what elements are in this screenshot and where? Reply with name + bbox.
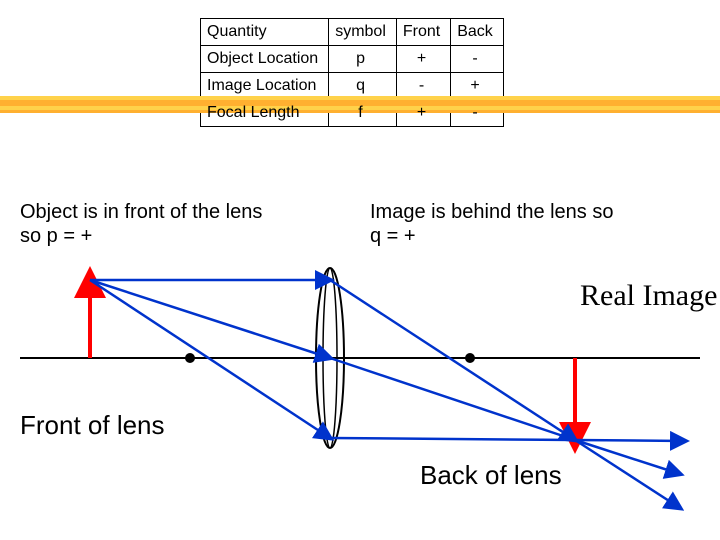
back-of-lens-label: Back of lens xyxy=(420,460,562,491)
focal-point xyxy=(465,353,475,363)
table-header-row: Quantity symbol Front Back xyxy=(201,19,504,46)
sign-convention-table: Quantity symbol Front Back Object Locati… xyxy=(200,18,504,127)
rays xyxy=(90,280,685,508)
focal-point xyxy=(185,353,195,363)
real-image-label: Real Image xyxy=(580,280,717,312)
front-of-lens-label: Front of lens xyxy=(20,410,165,441)
table-row: Focal Length f + - xyxy=(201,100,504,127)
col-back: Back xyxy=(451,19,504,46)
col-symbol: symbol xyxy=(329,19,397,46)
image-side-label: Image is behind the lens so q = + xyxy=(370,200,630,248)
table-row: Image Location q - + xyxy=(201,73,504,100)
col-front: Front xyxy=(396,19,450,46)
table-row: Object Location p + - xyxy=(201,46,504,73)
object-side-label: Object is in front of the lens so p = + xyxy=(20,200,280,248)
col-quantity: Quantity xyxy=(201,19,329,46)
